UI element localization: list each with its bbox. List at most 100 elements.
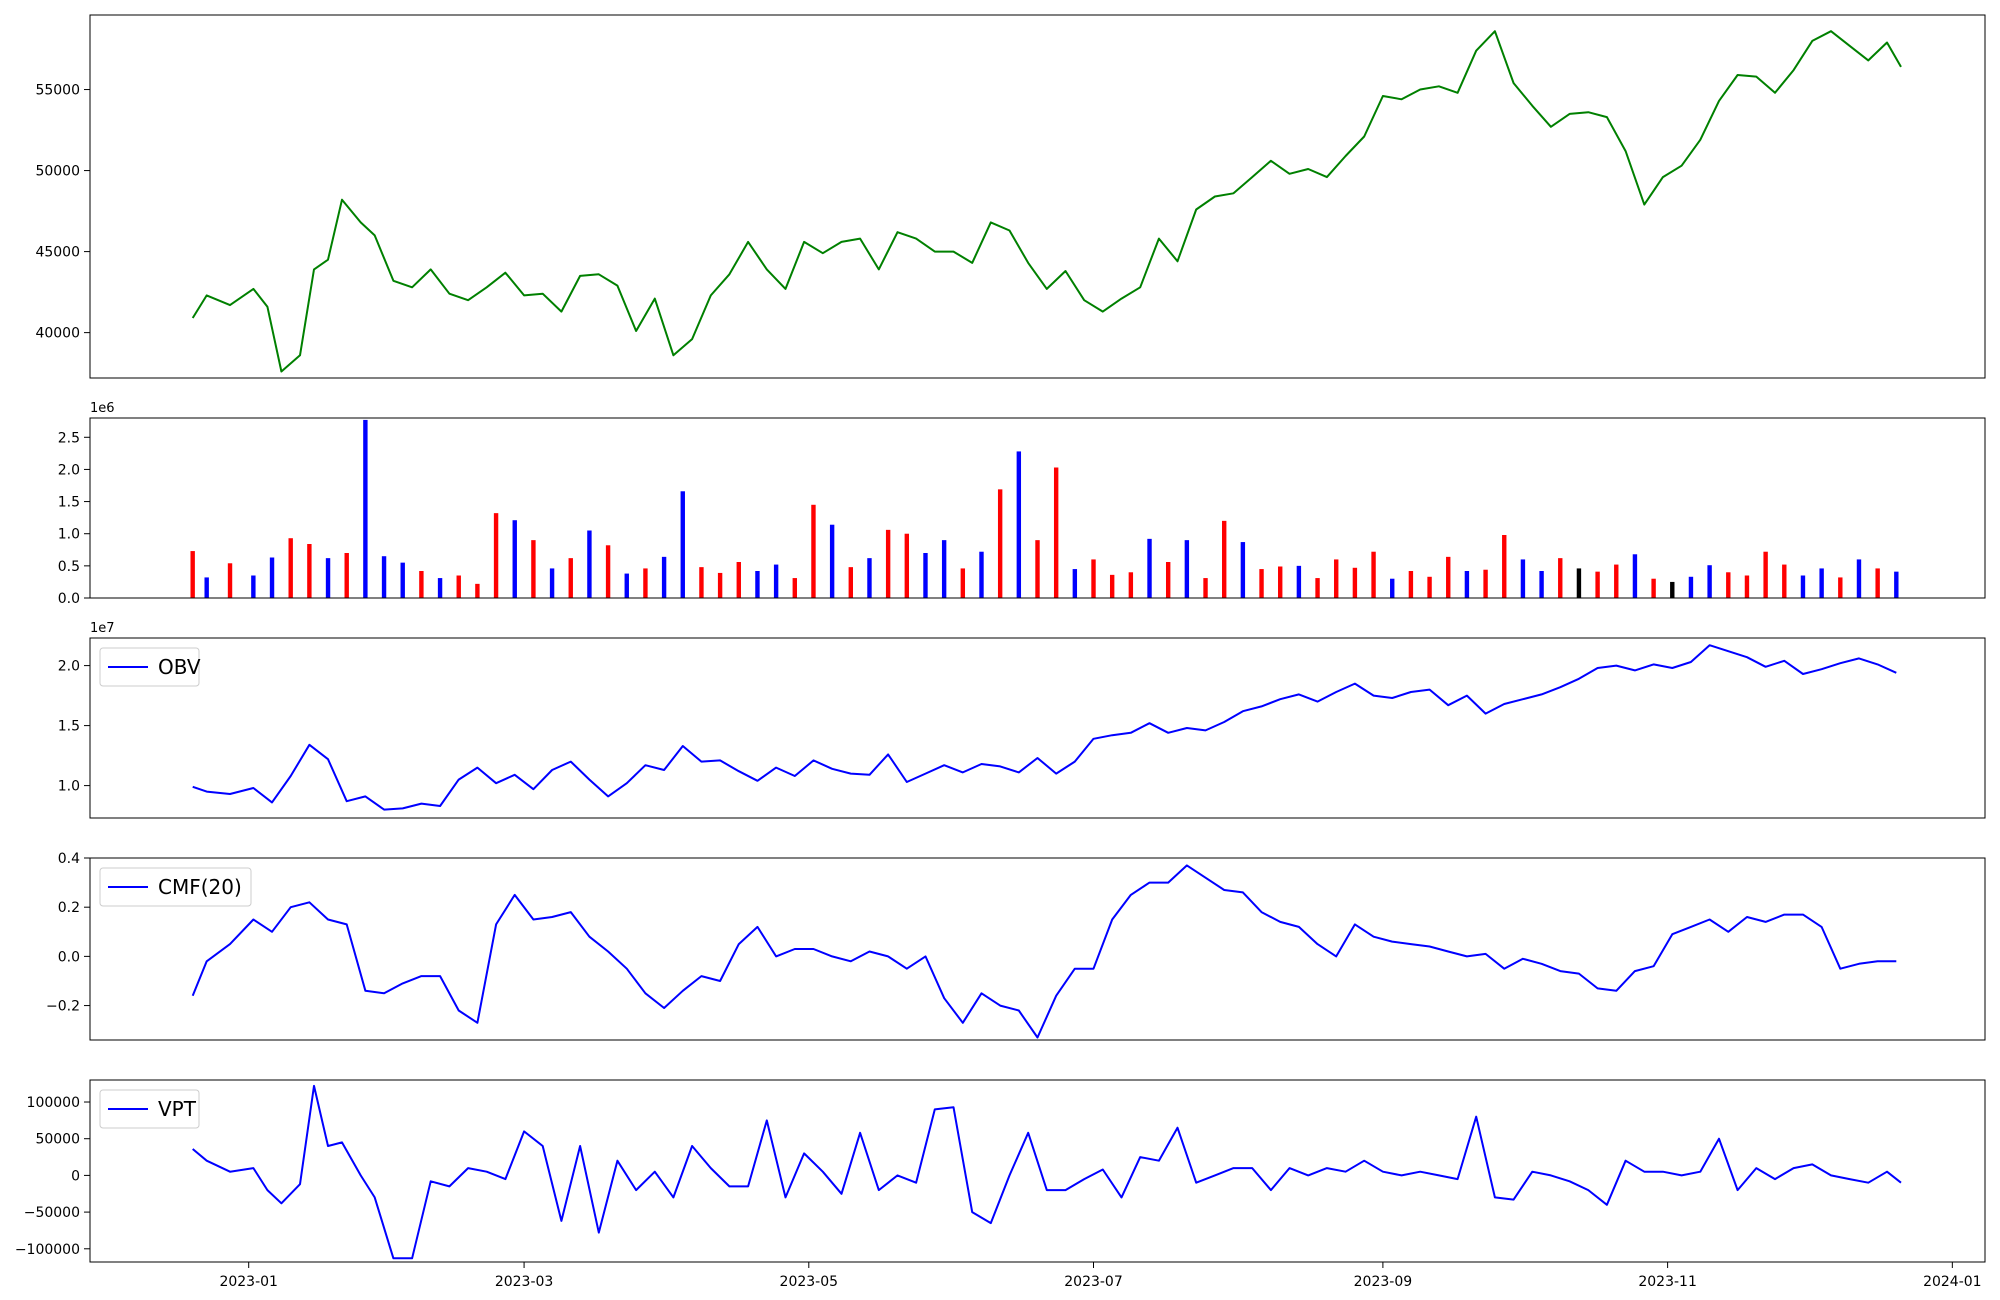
volume-bar	[885, 529, 891, 598]
volume-bar	[867, 558, 872, 598]
obv-ytick-label: 1.0	[58, 779, 80, 795]
volume-bar	[1856, 559, 1862, 598]
cmf-axes-frame	[89, 857, 1986, 1041]
volume-bar	[680, 491, 685, 598]
cmf-line	[191, 864, 1897, 1039]
volume-ytick-label: 2.0	[58, 462, 80, 478]
vpt-series	[192, 1084, 1902, 1260]
volume-bar	[1483, 569, 1488, 598]
volume-ticks: 0.0 0.5 1.0 1.5 2.0 2.5	[58, 430, 90, 607]
volume-bar	[1334, 559, 1339, 598]
price-ytick-label: 55000	[35, 83, 80, 99]
volume-bar	[1408, 571, 1414, 598]
volume-bar	[773, 564, 779, 598]
volume-bar	[792, 578, 797, 598]
volume-bar	[1875, 568, 1880, 598]
volume-bar	[1520, 559, 1526, 598]
volume-bar	[904, 533, 910, 598]
volume-bar	[400, 562, 405, 598]
volume-bar	[1688, 576, 1694, 598]
volume-bar	[512, 520, 517, 598]
cmf-ytick-label: −0.2	[46, 999, 80, 1015]
vpt-ytick-label: −100000	[15, 1242, 80, 1258]
volume-bar	[1614, 564, 1619, 598]
cmf-panel: −0.2 0.0 0.2 0.4 CMF(20)	[46, 851, 1986, 1041]
vpt-ticks: −100000 −50000 0 50000 100000	[15, 1095, 90, 1258]
volume-bar	[1259, 569, 1264, 598]
volume-bar	[941, 540, 947, 598]
volume-bar	[1744, 575, 1750, 598]
vpt-ytick-label: −50000	[24, 1205, 80, 1221]
obv-series	[192, 644, 1897, 811]
volume-bar	[1539, 571, 1544, 598]
volume-bar	[699, 567, 704, 598]
volume-offset-label: 1e6	[90, 401, 115, 416]
volume-bar	[251, 575, 256, 598]
volume-bar	[1670, 581, 1675, 598]
vpt-legend-box	[99, 1089, 200, 1129]
vpt-legend: VPT	[99, 1089, 200, 1129]
price-ytick-label: 50000	[35, 164, 80, 180]
cmf-ticks: −0.2 0.0 0.2 0.4	[46, 851, 90, 1015]
volume-bar	[419, 571, 424, 598]
volume-bar	[1035, 540, 1040, 598]
volume-bar	[811, 504, 816, 598]
volume-bar	[1315, 578, 1320, 598]
xtick-label: 2023-07	[1064, 1274, 1123, 1290]
volume-bar	[1819, 568, 1824, 598]
x-axis-ticks: 2023-01 2023-03 2023-05 2023-07 2023-09 2023-…	[219, 1262, 1982, 1290]
volume-bars	[190, 419, 1899, 598]
volume-bar	[1838, 577, 1843, 598]
volume-bar	[475, 583, 480, 598]
volume-bar	[269, 557, 275, 598]
volume-bar	[1147, 538, 1152, 598]
volume-bar	[1278, 566, 1283, 598]
volume-bar	[1165, 562, 1171, 598]
volume-bar	[204, 577, 209, 598]
xtick-label: 2024-01	[1923, 1274, 1982, 1290]
volume-bar	[1595, 571, 1600, 598]
price-series	[191, 30, 1902, 373]
volume-bar	[587, 530, 592, 598]
volume-bar	[979, 551, 984, 598]
volume-bar	[1352, 567, 1358, 598]
volume-bar	[736, 562, 741, 598]
volume-bar	[1707, 565, 1712, 598]
volume-bar	[1128, 572, 1134, 598]
volume-bar	[1072, 569, 1078, 598]
volume-bar	[549, 568, 555, 598]
volume-bar	[288, 538, 293, 598]
volume-bar	[624, 573, 629, 598]
price-ytick-label: 40000	[35, 326, 80, 342]
cmf-series	[191, 864, 1897, 1039]
xtick-label: 2023-05	[780, 1274, 839, 1290]
price-axes-frame	[89, 14, 1986, 379]
cmf-legend: CMF(20)	[99, 867, 252, 907]
volume-bar	[227, 563, 233, 598]
volume-bar	[1203, 578, 1208, 598]
volume-axes-frame	[89, 417, 1986, 599]
obv-ytick-label: 1.5	[58, 719, 80, 735]
volume-bar	[1502, 535, 1507, 598]
volume-bar	[1894, 571, 1899, 598]
volume-bar	[643, 568, 648, 598]
volume-bar	[381, 556, 387, 598]
vpt-ytick-label: 50000	[35, 1132, 80, 1148]
volume-bar	[1782, 564, 1787, 598]
xtick-label: 2023-11	[1638, 1274, 1697, 1290]
volume-bar	[1763, 551, 1768, 598]
volume-bar	[1427, 576, 1432, 598]
volume-bar	[1240, 542, 1246, 598]
obv-panel: 1.0 1.5 2.0 1e7 OBV	[58, 621, 1986, 819]
volume-bar	[307, 544, 312, 598]
volume-ytick-label: 0.5	[58, 559, 80, 575]
volume-bar	[605, 545, 611, 598]
volume-bar	[1632, 554, 1638, 598]
vpt-ytick-label: 0	[71, 1168, 80, 1184]
volume-bar	[755, 571, 760, 598]
volume-bar	[1576, 568, 1582, 598]
volume-bar	[1296, 565, 1302, 598]
vpt-line	[192, 1084, 1902, 1260]
